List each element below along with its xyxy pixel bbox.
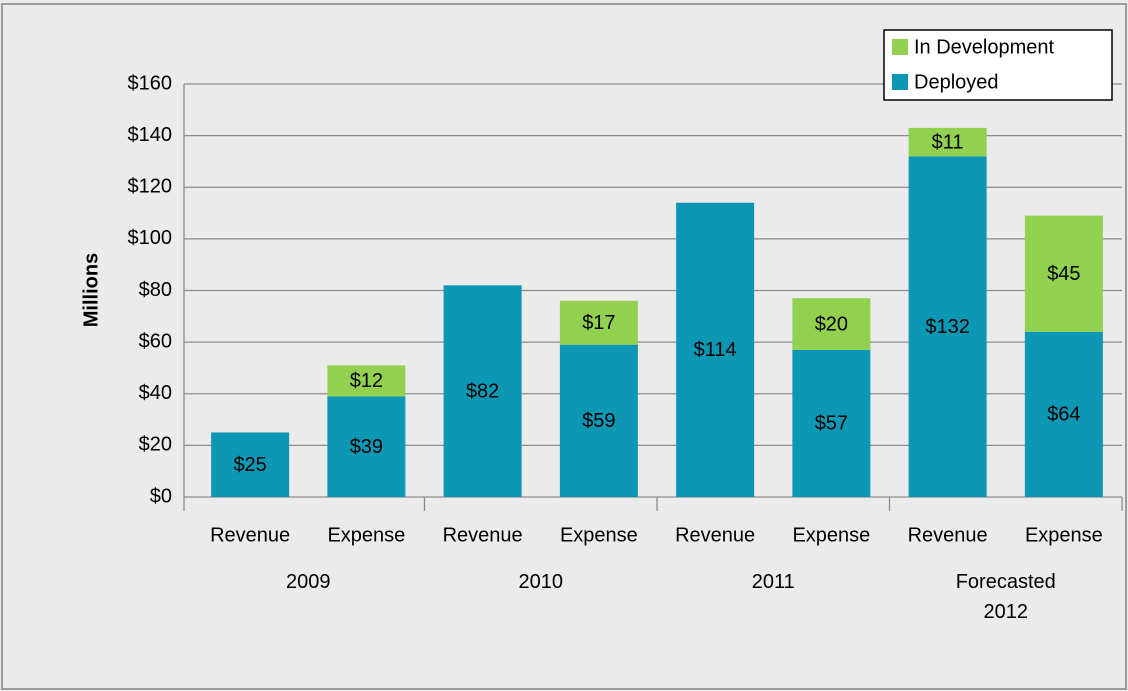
bar-segment (559, 300, 638, 345)
x-tick-label: Expense (560, 524, 638, 546)
group-label: Forecasted 2012 (955, 571, 1056, 623)
y-tick-label: $80 (139, 279, 172, 301)
data-label: $64 (1047, 404, 1080, 426)
legend-swatch (892, 74, 908, 90)
legend-label: In Development (914, 36, 1055, 58)
x-tick-label: Revenue (443, 524, 523, 546)
x-tick-label: Expense (1025, 524, 1103, 546)
x-tick-label: Revenue (908, 524, 988, 546)
bar-segment (211, 432, 290, 497)
data-label: $82 (466, 380, 499, 402)
data-label: $45 (1047, 263, 1080, 285)
bar-segment (327, 365, 406, 397)
y-tick-label: $20 (139, 434, 172, 456)
group-label: 2010 (518, 571, 564, 593)
data-label: $57 (815, 413, 848, 435)
y-tick-label: $0 (150, 485, 172, 507)
y-tick-label: $140 (128, 124, 173, 146)
legend-box (883, 29, 1113, 101)
group-label: 2011 (751, 571, 795, 593)
bar-segment (908, 127, 987, 157)
bar-segment (1024, 331, 1103, 497)
bar-segment (792, 349, 871, 497)
x-tick-label: Expense (792, 524, 870, 546)
bar-segment (676, 202, 755, 498)
legend-swatch (892, 39, 908, 55)
y-tick-label: $60 (139, 330, 172, 352)
bar-segment (1024, 215, 1103, 332)
bar-segment (908, 156, 987, 497)
frame-border (1, 3, 1127, 690)
data-label: $12 (350, 370, 383, 392)
y-tick-label: $100 (128, 227, 173, 249)
bar-segment (559, 344, 638, 497)
data-label: $11 (932, 131, 964, 153)
data-label: $59 (582, 410, 615, 432)
legend-label: Deployed (914, 71, 999, 93)
data-label: $39 (350, 436, 383, 458)
x-tick-label: Expense (327, 524, 405, 546)
data-label: $17 (582, 312, 615, 334)
group-label: 2009 (286, 571, 331, 593)
y-tick-label: $120 (128, 176, 173, 198)
x-tick-label: Revenue (675, 524, 755, 546)
data-label: $132 (925, 316, 970, 338)
y-tick-label: $40 (139, 382, 172, 404)
data-label: $25 (233, 454, 266, 476)
y-axis-label: Millions (80, 253, 102, 327)
data-label: $20 (815, 313, 848, 335)
bar-segment (443, 285, 522, 497)
y-tick-label: $160 (128, 72, 173, 94)
data-label: $114 (694, 339, 737, 361)
bar-segment (327, 396, 406, 497)
bar-segment (792, 298, 871, 350)
x-tick-label: Revenue (210, 524, 290, 546)
